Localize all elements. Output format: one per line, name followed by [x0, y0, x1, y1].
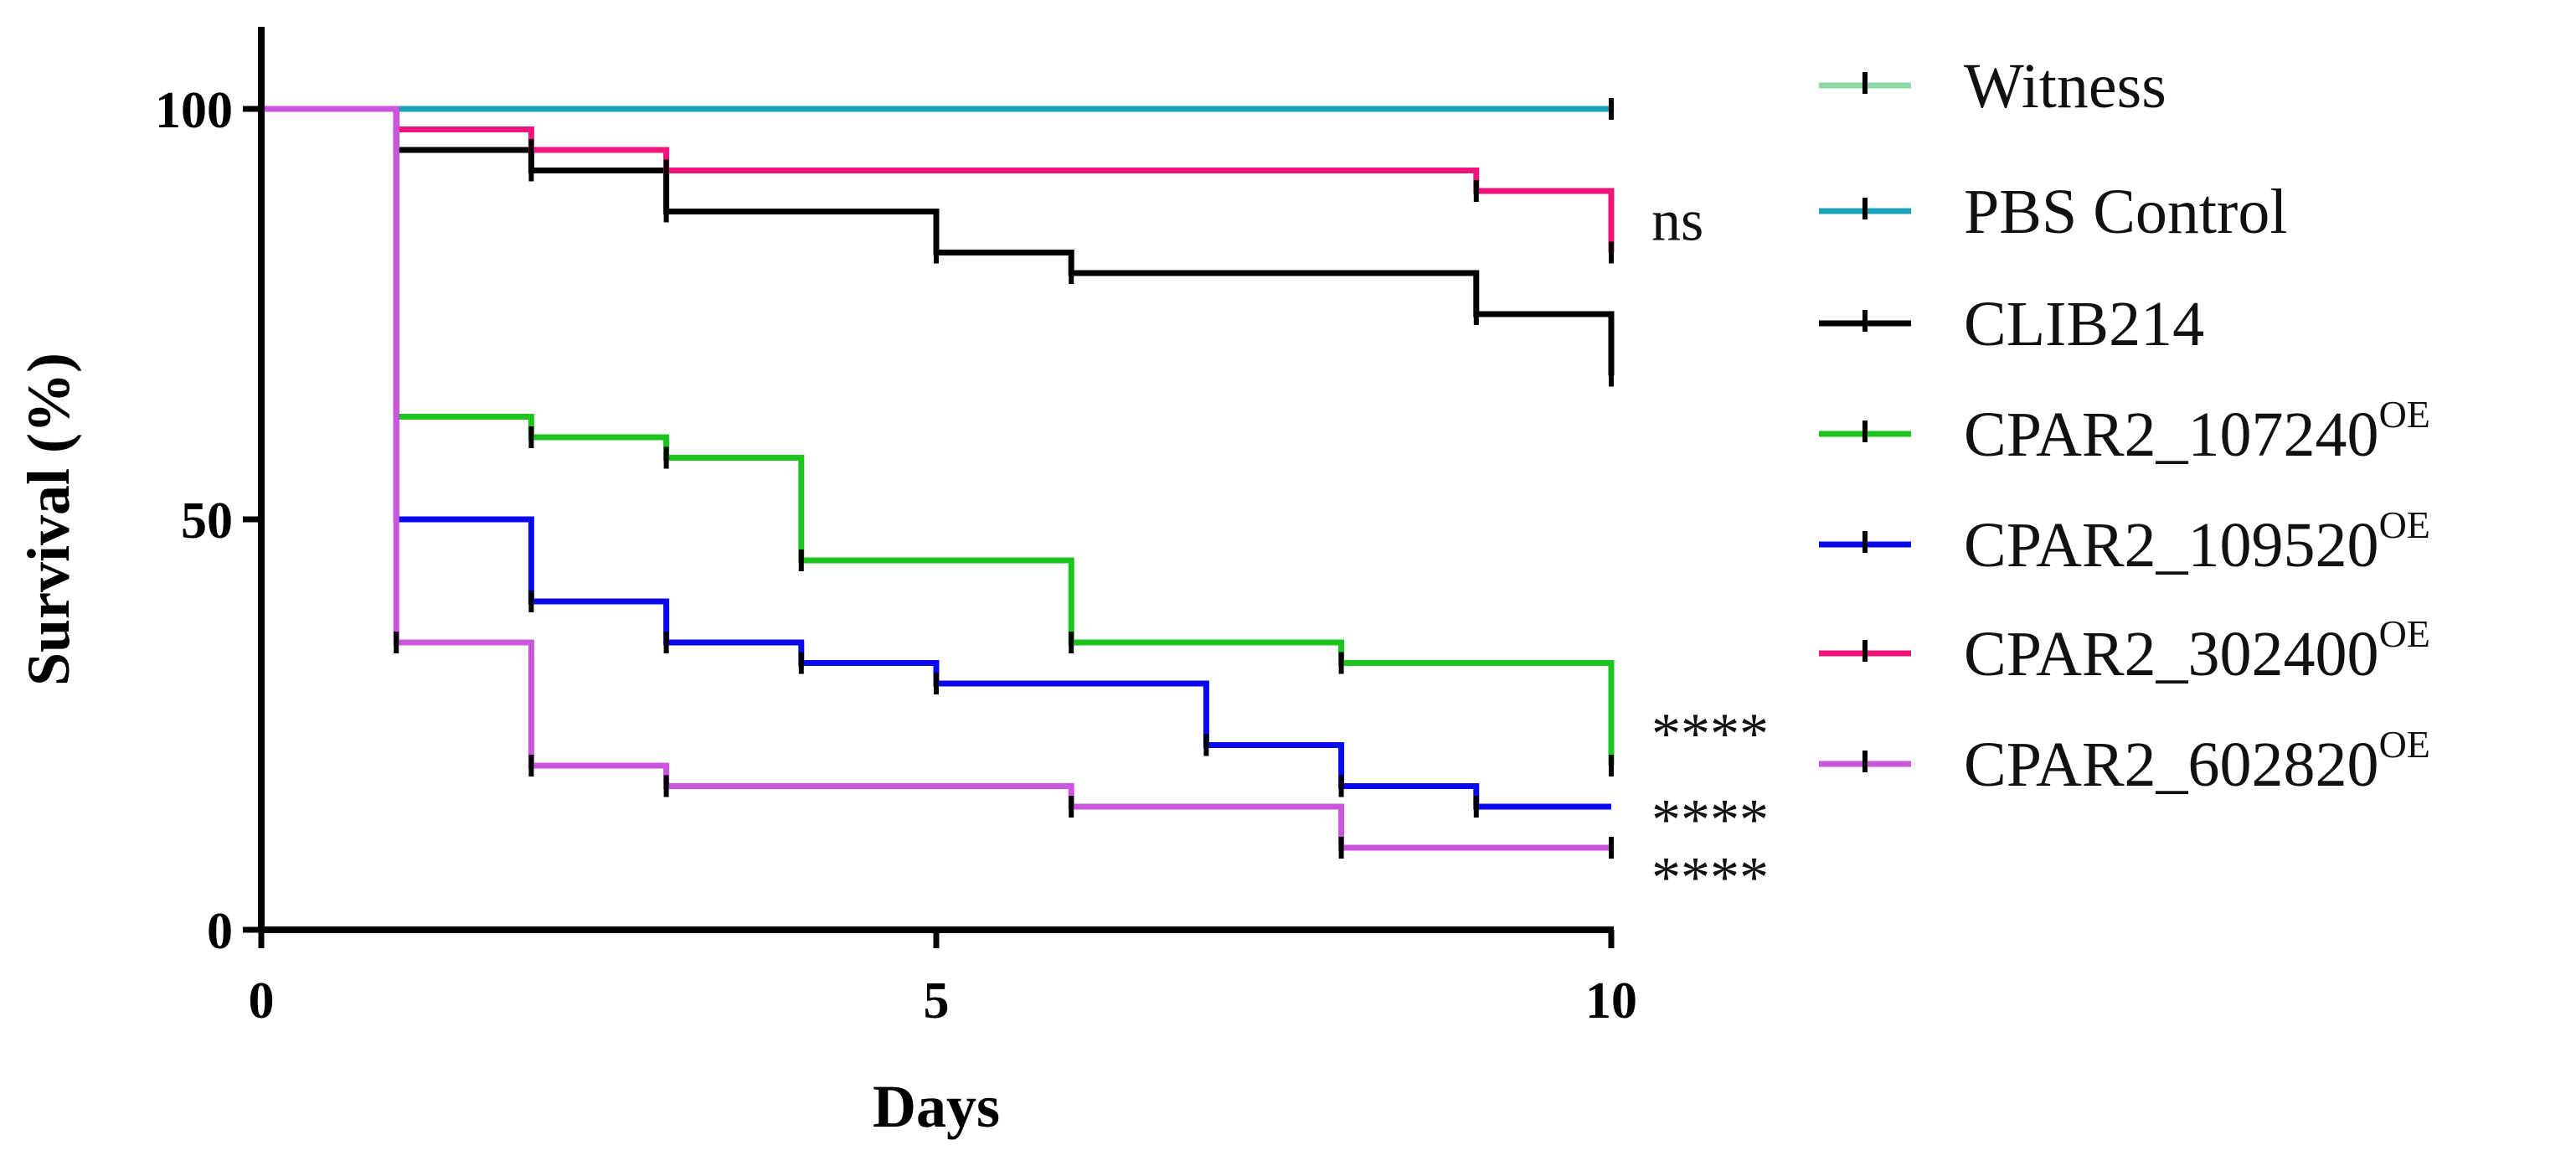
legend-label: CPAR2_302400OE	[1964, 612, 2430, 689]
legend-label: CPAR2_602820OE	[1964, 723, 2430, 800]
legend-superscript: OE	[2379, 503, 2430, 546]
legend-label: CPAR2_109520OE	[1964, 503, 2430, 580]
series-1	[261, 98, 1614, 120]
legend: Witness PBS Control CLIB214 CPAR2_107240OE C…	[1819, 51, 2430, 800]
annotations: ns************	[1651, 188, 1769, 910]
x-tick-label: 0	[249, 973, 275, 1029]
legend-label: CLIB214	[1964, 289, 2204, 359]
x-axis-title: Days	[873, 1073, 1000, 1140]
x-tick-label: 10	[1585, 973, 1637, 1029]
legend-superscript: OE	[2379, 612, 2430, 655]
significance-label: ****	[1651, 845, 1769, 910]
legend-item: CPAR2_107240OE	[1819, 393, 2430, 470]
series-line	[261, 106, 1611, 810]
legend-label: Witness	[1964, 51, 2166, 121]
series-2	[261, 106, 1615, 387]
significance-label: ****	[1651, 702, 1769, 766]
significance-label: ****	[1651, 788, 1769, 853]
y-tick-label: 50	[181, 493, 233, 549]
legend-label: CPAR2_107240OE	[1964, 393, 2430, 470]
y-tick-label: 100	[155, 82, 233, 139]
x-tick-label: 5	[924, 973, 950, 1029]
legend-item: Witness	[1819, 51, 2166, 121]
legend-item: CPAR2_602820OE	[1819, 723, 2430, 800]
y-tick-label: 0	[207, 903, 233, 960]
y-axis-title: Survival (%)	[15, 353, 82, 686]
legend-superscript: OE	[2379, 723, 2430, 766]
legend-item: PBS Control	[1819, 177, 2287, 247]
plot-lines	[261, 98, 1615, 859]
legend-item: CLIB214	[1819, 289, 2204, 359]
series-6	[261, 106, 1614, 859]
significance-label: ns	[1651, 188, 1703, 253]
legend-item: CPAR2_109520OE	[1819, 503, 2430, 580]
legend-item: CPAR2_302400OE	[1819, 612, 2430, 689]
legend-label: PBS Control	[1964, 177, 2287, 247]
series-line	[261, 106, 1615, 376]
legend-superscript: OE	[2379, 393, 2430, 436]
